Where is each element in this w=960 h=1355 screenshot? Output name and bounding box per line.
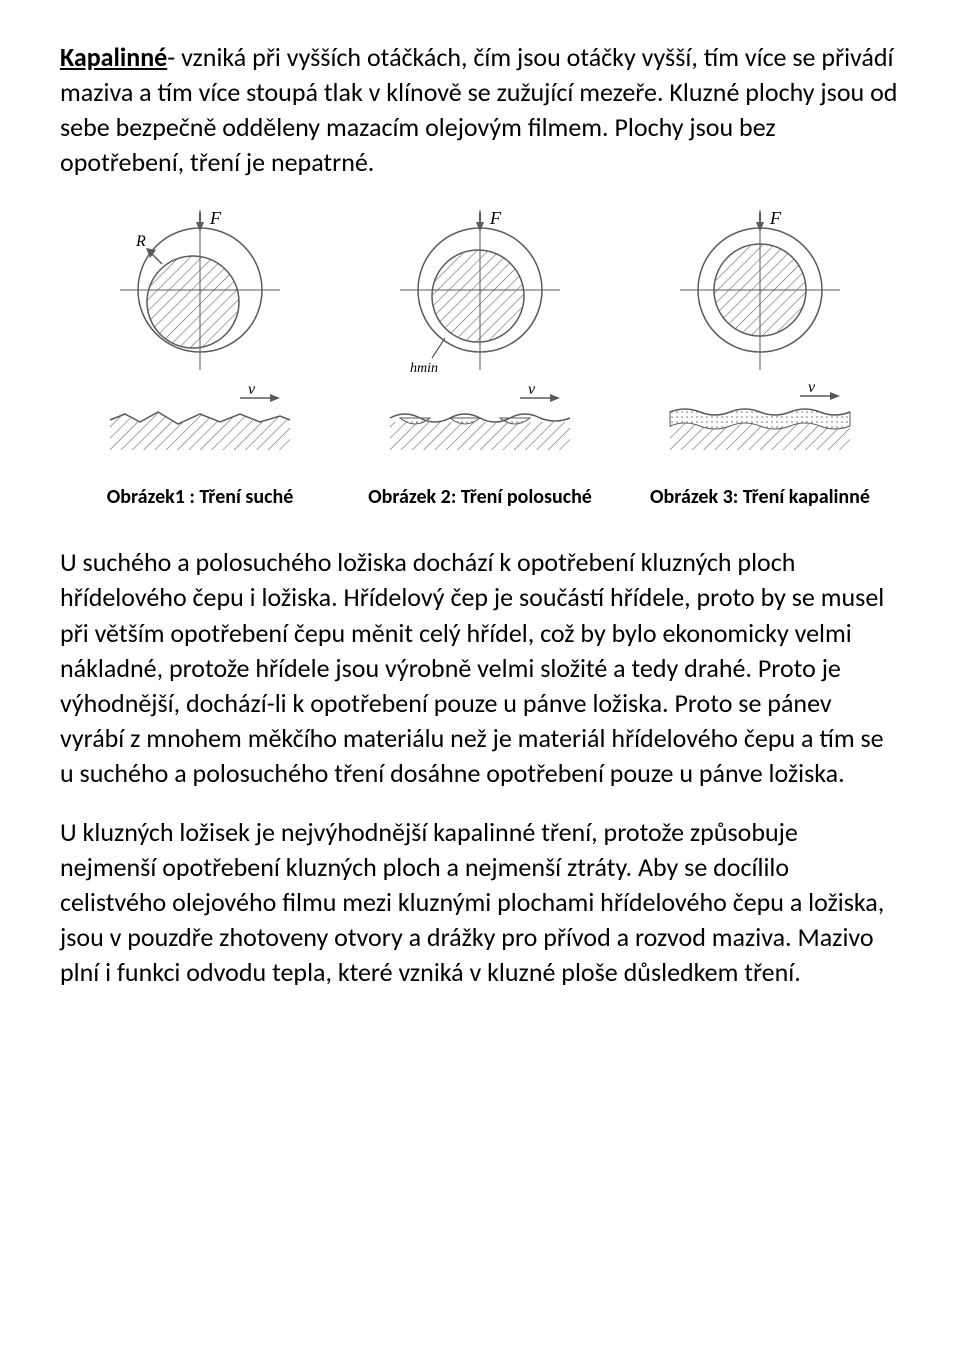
figure-1: F R v [60, 210, 340, 460]
velocity-label-1: v [248, 381, 256, 398]
velocity-label-2: v [528, 381, 536, 398]
caption-3: Obrázek 3: Tření kapalinné [620, 484, 900, 511]
captions-row: Obrázek1 : Tření suché Obrázek 2: Tření … [60, 484, 900, 511]
hmin-label: hmin [410, 361, 438, 376]
intro-rest: - vzniká při vyšších otáčkách, čím jsou … [60, 41, 897, 178]
body-paragraph-1: U suchého a polosuchého ložiska dochází … [60, 545, 900, 791]
intro-paragraph: Kapalinné- vzniká při vyšších otáčkách, … [60, 40, 900, 180]
force-label-2: F [489, 210, 502, 228]
figure-1-svg: F R v [90, 210, 310, 460]
caption-1: Obrázek1 : Tření suché [60, 484, 340, 511]
force-label-3: F [769, 210, 782, 228]
figure-3: F v [620, 210, 900, 460]
radius-label: R [135, 233, 146, 250]
body-paragraph-2: U kluzných ložisek je nejvýhodnější kapa… [60, 815, 900, 990]
intro-heading: Kapalinné [60, 41, 167, 73]
figure-2: F hmin v [340, 210, 620, 460]
velocity-label-3: v [808, 379, 816, 396]
force-label-1: F [209, 210, 222, 228]
figures-row: F R v [60, 210, 900, 460]
caption-2: Obrázek 2: Tření polosuché [340, 484, 620, 511]
figure-3-svg: F v [650, 210, 870, 460]
figure-2-svg: F hmin v [370, 210, 590, 460]
